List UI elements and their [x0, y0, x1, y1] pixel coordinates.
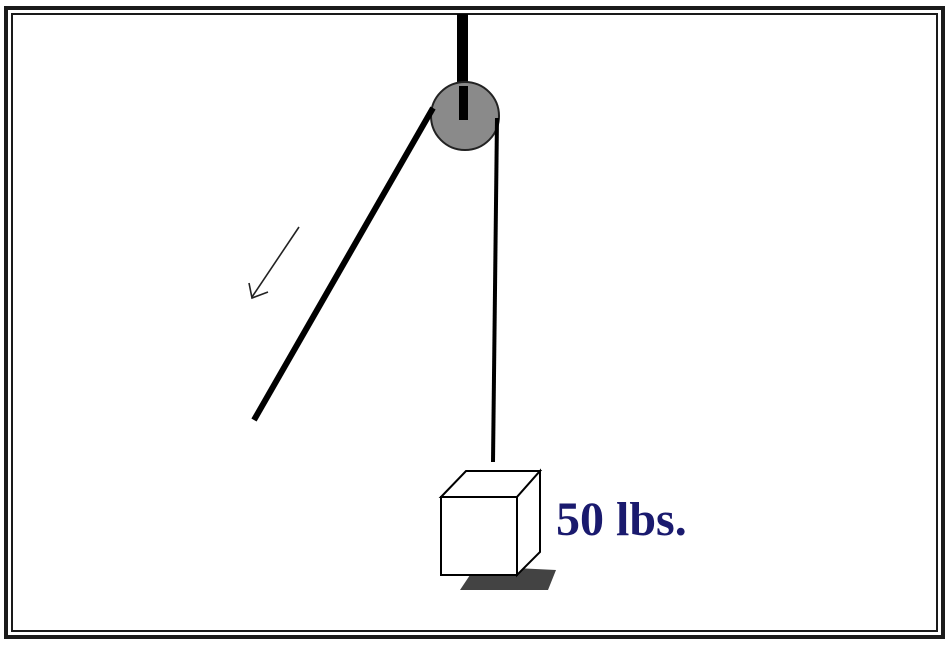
- load-rope: [491, 117, 499, 463]
- outer-border: [4, 6, 945, 639]
- weight-label: 50 lbs.: [556, 493, 687, 546]
- pull-rope: [251, 106, 436, 422]
- inner-border: [11, 13, 938, 632]
- pull-direction-arrow-icon: [248, 226, 300, 300]
- pulley-icon: [430, 81, 500, 151]
- support-rod: [457, 14, 468, 118]
- weight-box-icon: [438, 468, 543, 578]
